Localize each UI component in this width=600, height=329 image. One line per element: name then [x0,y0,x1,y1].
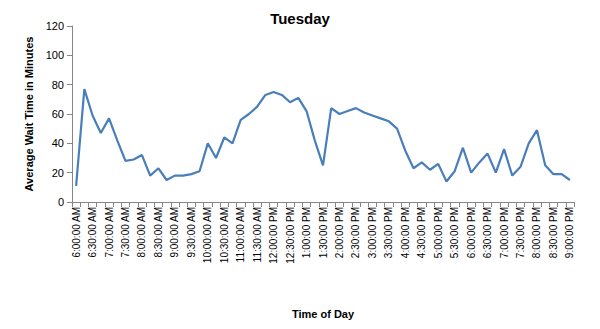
svg-text:4:00:00 PM: 4:00:00 PM [400,207,411,258]
svg-text:9:30:00 AM: 9:30:00 AM [186,207,197,258]
svg-text:1:00:00 PM: 1:00:00 PM [301,207,312,258]
svg-text:7:00:00 AM: 7:00:00 AM [104,207,115,258]
svg-text:8:30:00 AM: 8:30:00 AM [153,207,164,258]
svg-text:7:30:00 PM: 7:30:00 PM [515,207,526,258]
svg-text:Average Wait Time in Minutes: Average Wait Time in Minutes [23,37,35,192]
svg-text:8:30:00 PM: 8:30:00 PM [548,207,559,258]
svg-text:10:00:00 AM: 10:00:00 AM [202,207,213,263]
svg-text:2:00:00 PM: 2:00:00 PM [334,207,345,258]
svg-text:3:00:00 PM: 3:00:00 PM [367,207,378,258]
svg-text:6:30:00 PM: 6:30:00 PM [482,207,493,258]
svg-text:6:00:00 AM: 6:00:00 AM [71,207,82,258]
svg-text:1:30:00 PM: 1:30:00 PM [318,207,329,258]
svg-text:8:00:00 PM: 8:00:00 PM [531,207,542,258]
svg-text:9:00:00 PM: 9:00:00 PM [564,207,575,258]
svg-text:100: 100 [46,49,64,61]
svg-text:2:30:00 PM: 2:30:00 PM [350,207,361,258]
svg-text:12:00:00 PM: 12:00:00 PM [268,207,279,264]
svg-text:10:30:00 AM: 10:30:00 AM [219,207,230,263]
svg-text:7:00:00 PM: 7:00:00 PM [499,207,510,258]
svg-text:12:30:00 PM: 12:30:00 PM [285,207,296,264]
svg-text:4:30:00 PM: 4:30:00 PM [416,207,427,258]
svg-text:3:30:00 PM: 3:30:00 PM [383,207,394,258]
svg-text:120: 120 [46,20,64,32]
svg-text:5:00:00 PM: 5:00:00 PM [433,207,444,258]
svg-text:60: 60 [52,108,64,120]
svg-text:9:00:00 AM: 9:00:00 AM [169,207,180,258]
svg-text:11:00:00 AM: 11:00:00 AM [235,207,246,262]
svg-text:80: 80 [52,79,64,91]
svg-text:40: 40 [52,137,64,149]
svg-text:20: 20 [52,167,64,179]
svg-text:0: 0 [58,196,64,208]
svg-text:8:00:00 AM: 8:00:00 AM [136,207,147,258]
svg-text:11:30:00 AM: 11:30:00 AM [252,207,263,262]
svg-text:6:30:00 AM: 6:30:00 AM [87,207,98,258]
svg-text:6:00:00 PM: 6:00:00 PM [466,207,477,258]
svg-text:5:30:00 PM: 5:30:00 PM [449,207,460,258]
svg-text:Time of Day: Time of Day [292,308,355,320]
svg-text:Tuesday: Tuesday [270,10,330,27]
svg-text:7:30:00 AM: 7:30:00 AM [120,207,131,258]
